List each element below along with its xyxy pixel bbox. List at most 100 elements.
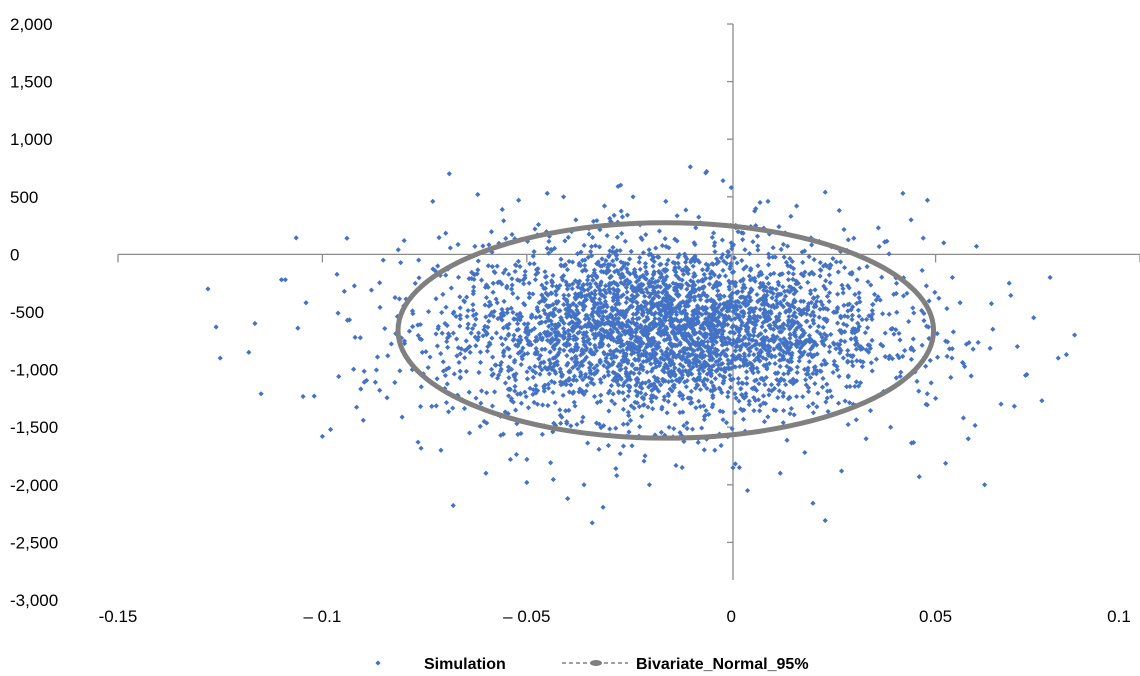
simulation-point	[603, 320, 609, 326]
simulation-point	[667, 360, 673, 366]
simulation-point	[617, 349, 623, 355]
simulation-point	[751, 394, 757, 401]
simulation-point	[833, 346, 839, 352]
simulation-point	[810, 317, 816, 324]
simulation-point	[718, 337, 725, 344]
simulation-point	[545, 313, 551, 319]
simulation-point	[733, 395, 739, 401]
simulation-point	[727, 384, 734, 391]
simulation-point	[615, 294, 621, 301]
simulation-point	[849, 359, 855, 365]
simulation-point	[824, 395, 830, 401]
simulation-point	[809, 242, 815, 248]
simulation-point	[893, 375, 899, 381]
simulation-point	[671, 285, 678, 291]
simulation-point	[423, 349, 429, 355]
simulation-point	[710, 307, 717, 313]
simulation-point	[602, 298, 608, 305]
simulation-point	[714, 283, 720, 290]
simulation-point	[710, 298, 717, 304]
simulation-point	[743, 264, 749, 270]
simulation-point	[685, 292, 692, 298]
simulation-point	[523, 394, 529, 400]
simulation-point	[520, 345, 526, 351]
simulation-point	[688, 290, 694, 296]
simulation-point	[664, 274, 670, 280]
simulation-point	[854, 340, 860, 346]
simulation-point	[505, 386, 511, 392]
simulation-point	[632, 338, 639, 344]
simulation-point	[663, 292, 669, 298]
simulation-point	[461, 299, 468, 305]
simulation-point	[627, 371, 633, 377]
simulation-point	[526, 280, 532, 286]
simulation-point	[665, 310, 671, 316]
simulation-point	[457, 294, 463, 300]
simulation-point	[541, 359, 547, 365]
simulation-point	[670, 322, 676, 329]
simulation-point	[690, 327, 696, 333]
simulation-point	[656, 294, 662, 300]
simulation-point	[689, 426, 696, 432]
simulation-point	[544, 366, 550, 372]
simulation-point	[653, 245, 659, 251]
simulation-point	[531, 249, 537, 255]
simulation-point	[658, 309, 664, 315]
simulation-point	[787, 263, 794, 270]
simulation-point	[648, 368, 655, 374]
simulation-point	[763, 356, 769, 362]
simulation-point	[780, 420, 786, 426]
simulation-point	[757, 284, 763, 291]
simulation-point	[563, 378, 569, 384]
simulation-point	[717, 292, 723, 298]
simulation-point	[790, 376, 796, 382]
simulation-point	[640, 272, 646, 278]
simulation-point	[767, 325, 774, 331]
simulation-point	[336, 373, 342, 380]
simulation-point	[574, 421, 580, 428]
simulation-point	[419, 349, 425, 355]
simulation-point	[624, 319, 630, 325]
simulation-point	[523, 335, 529, 341]
simulation-point	[522, 389, 528, 395]
simulation-point	[739, 407, 746, 413]
simulation-point	[406, 328, 413, 334]
simulation-point	[517, 349, 523, 355]
simulation-point	[504, 285, 510, 291]
simulation-point	[534, 304, 540, 311]
simulation-point	[688, 278, 694, 284]
simulation-point	[703, 275, 709, 282]
simulation-point	[743, 391, 749, 397]
simulation-point	[509, 231, 515, 238]
simulation-point	[636, 324, 642, 330]
simulation-point	[982, 482, 988, 488]
simulation-point	[802, 377, 809, 383]
simulation-point	[683, 264, 689, 270]
simulation-point	[824, 333, 830, 339]
axes	[117, 23, 1140, 580]
simulation-point	[735, 375, 741, 382]
simulation-point	[875, 294, 881, 300]
simulation-point	[518, 361, 524, 368]
simulation-point	[533, 382, 539, 389]
simulation-point	[506, 271, 512, 277]
simulation-point	[781, 297, 787, 303]
simulation-point	[654, 375, 661, 382]
simulation-point	[840, 355, 846, 361]
simulation-point	[734, 303, 740, 309]
simulation-point	[632, 344, 638, 350]
simulation-point	[680, 271, 687, 277]
simulation-point	[716, 259, 722, 265]
simulation-point	[639, 351, 645, 357]
simulation-point	[663, 329, 670, 336]
simulation-point	[601, 303, 607, 309]
simulation-point	[546, 311, 552, 317]
simulation-point	[828, 262, 834, 269]
simulation-point	[740, 294, 746, 300]
simulation-point	[448, 285, 454, 291]
simulation-point	[672, 365, 678, 371]
simulation-point	[531, 325, 538, 332]
simulation-point	[532, 226, 538, 232]
simulation-point	[692, 241, 698, 248]
simulation-point	[893, 290, 899, 297]
